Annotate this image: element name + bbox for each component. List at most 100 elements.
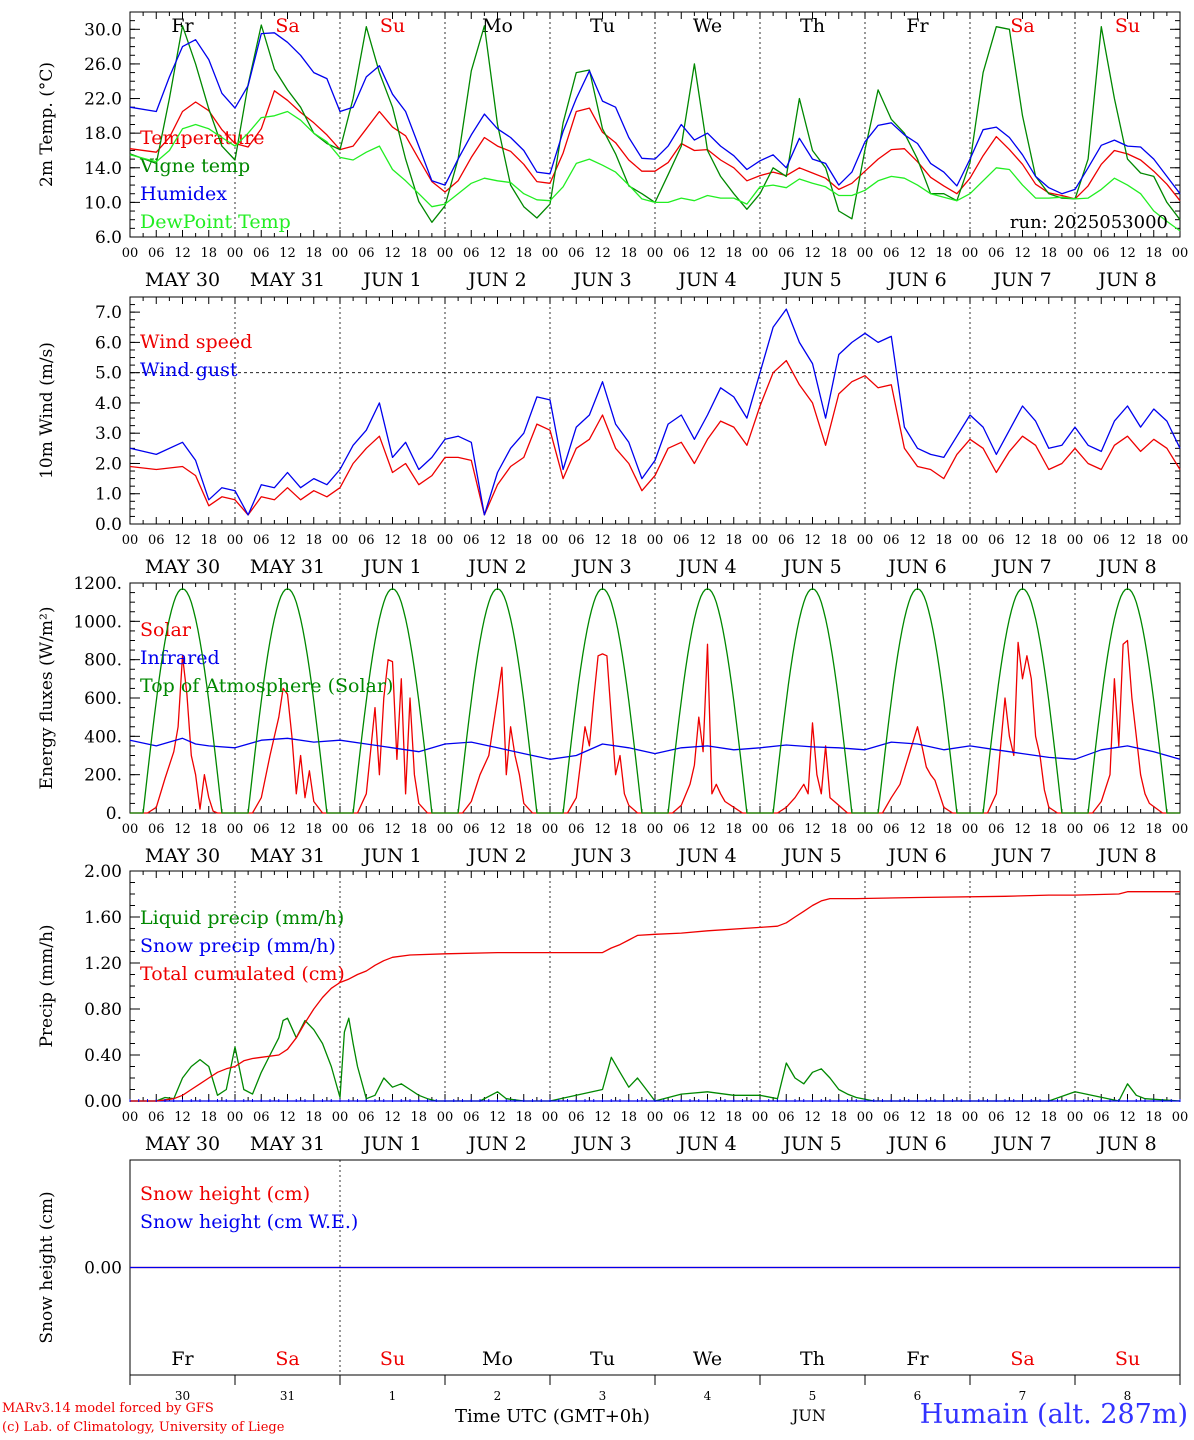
hour-label: 00 [752,533,769,548]
hour-label: 00 [752,1110,769,1125]
hour-label: 18 [830,1110,847,1125]
model-credit: MARv3.14 model forced by GFS [2,1401,214,1416]
hour-label: 06 [568,1110,585,1125]
date-label: JUN 2 [466,1133,526,1155]
weekday-label: Mo [482,15,513,37]
hour-label: 12 [594,246,611,261]
hour-label: 00 [857,246,874,261]
y-tick-label: 18.0 [84,124,122,144]
weekday-label: Sa [1010,15,1034,37]
series-line-temperature [129,90,1181,202]
hour-label: 18 [305,822,322,837]
y-tick-label: 1.20 [84,954,122,974]
date-label: JUN 4 [676,269,736,291]
date-label: JUN 7 [991,845,1051,867]
series-line-liquid-precip-mm-h- [130,1017,1181,1102]
y-axis-label: 10m Wind (m/s) [37,342,57,479]
date-label: MAY 31 [250,845,325,867]
hour-label: 12 [489,246,506,261]
date-label: MAY 30 [145,845,220,867]
date-label: JUN 8 [1096,269,1156,291]
weekday-label: Sa [275,1348,299,1370]
hour-label: 06 [778,822,795,837]
hour-label: 12 [1119,533,1136,548]
y-tick-label: 400. [84,727,122,747]
hour-label: 06 [883,1110,900,1125]
hour-label: 18 [515,1110,532,1125]
hour-label: 00 [227,533,244,548]
hour-label: 00 [227,246,244,261]
y-axis-label: Snow height (cm) [37,1191,57,1343]
hour-label: 06 [778,1110,795,1125]
hour-label: 18 [830,246,847,261]
y-tick-label: 1000. [73,612,122,632]
y-tick-label: 2.00 [84,862,122,882]
hour-label: 12 [699,533,716,548]
hour-label: 00 [437,246,454,261]
hour-label: 12 [1014,533,1031,548]
weekday-label: Su [1115,15,1140,37]
date-label: JUN 2 [466,269,526,291]
series-line-wind-speed [129,359,1181,516]
hour-label: 06 [778,246,795,261]
hour-label: 18 [1145,822,1162,837]
y-tick-label: 0.00 [84,1259,122,1279]
hour-label: 12 [489,1110,506,1125]
y-tick-label: 2.0 [95,454,122,474]
hour-label: 06 [358,822,375,837]
hour-label: 12 [804,246,821,261]
weekday-label: Su [380,1348,405,1370]
hour-label: 06 [358,533,375,548]
hour-label: 00 [647,533,664,548]
day-number: 4 [704,1389,712,1403]
hour-label: 18 [725,533,742,548]
legend-entry: DewPoint Temp [140,211,291,233]
hour-label: 00 [437,1110,454,1125]
weekday-label: Mo [482,1348,513,1370]
hour-label: 00 [542,822,559,837]
date-label: JUN 6 [886,269,946,291]
hour-label: 18 [200,1110,217,1125]
hour-label: 12 [489,533,506,548]
hour-label: 06 [253,246,270,261]
hour-label: 06 [148,822,165,837]
hour-label: 12 [384,1110,401,1125]
hour-label: 12 [489,822,506,837]
hour-label: 00 [122,1110,139,1125]
hour-label: 12 [594,1110,611,1125]
hour-label: 18 [200,533,217,548]
day-number: 8 [1124,1389,1132,1403]
date-label: JUN 1 [361,1133,421,1155]
hour-label: 12 [804,1110,821,1125]
y-tick-label: 7.0 [95,303,122,323]
hour-label: 18 [620,246,637,261]
legend-entry: Solar [140,619,192,641]
hour-label: 00 [647,1110,664,1125]
hour-label: 12 [594,822,611,837]
hour-label: 00 [332,533,349,548]
hour-label: 06 [673,1110,690,1125]
weekday-label: Tu [590,15,615,37]
hour-label: 18 [725,1110,742,1125]
hour-label: 06 [883,246,900,261]
hour-label: 18 [1040,533,1057,548]
legend-entry: Top of Atmosphere (Solar) [140,675,393,697]
month-label: JUN [792,1406,826,1425]
hour-label: 18 [935,822,952,837]
weekday-label: Sa [1010,1348,1034,1370]
hour-label: 18 [1145,246,1162,261]
hour-label: 18 [830,533,847,548]
hour-label: 06 [358,1110,375,1125]
hour-label: 06 [463,1110,480,1125]
weekday-label: Su [1115,1348,1140,1370]
date-label: JUN 8 [1096,1133,1156,1155]
hour-label: 12 [1119,246,1136,261]
y-axis-label: Energy fluxes (W/m²) [37,607,57,790]
hour-label: 18 [1040,246,1057,261]
hour-label: 00 [1067,533,1084,548]
series-line-total-cumulated-cm- [130,891,1180,1102]
legend-entry: Wind gust [140,359,238,381]
date-label: JUN 5 [781,845,841,867]
hour-label: 18 [200,822,217,837]
